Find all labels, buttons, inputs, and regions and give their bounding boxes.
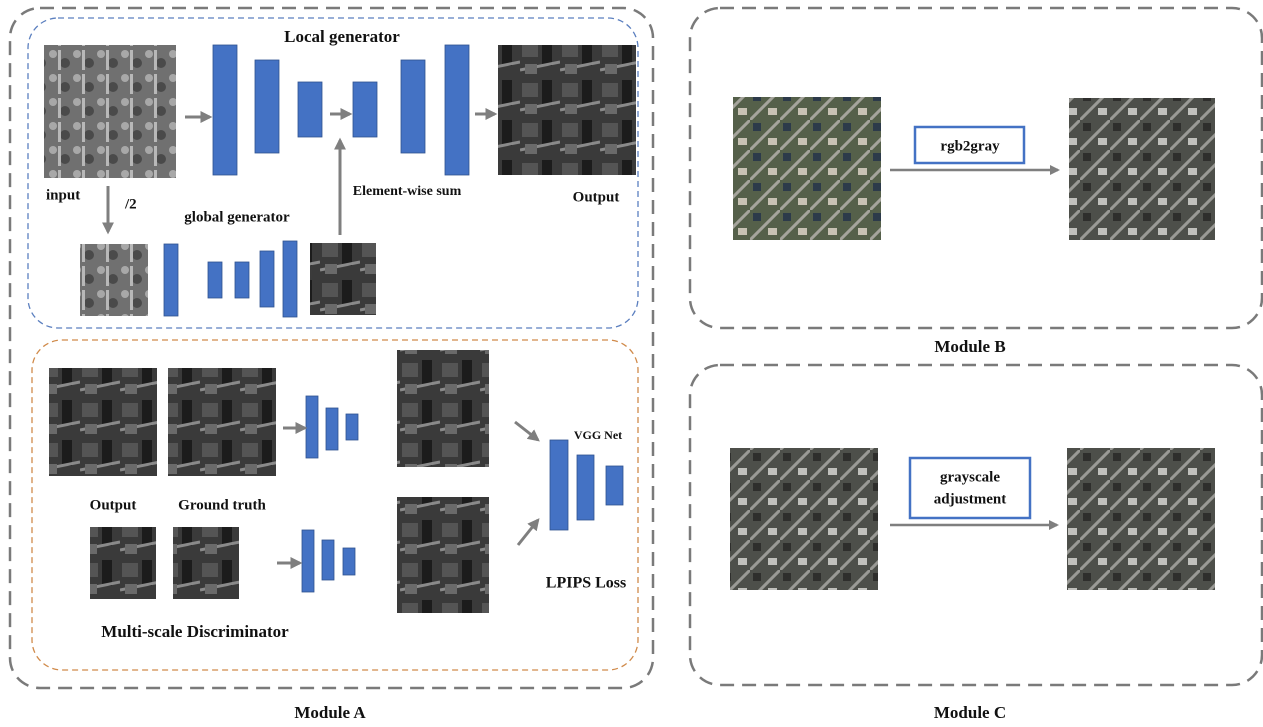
layer-block — [444, 44, 470, 176]
layer-block — [321, 539, 335, 581]
layer-block — [400, 59, 426, 154]
adjust-label-line: grayscale — [940, 469, 1000, 485]
input-label: input — [46, 187, 80, 203]
image-tile — [397, 350, 489, 467]
image-tile — [1067, 448, 1215, 590]
image-tile — [1069, 98, 1215, 240]
image-tile — [49, 368, 157, 476]
ground-truth-label: Ground truth — [178, 497, 266, 513]
vgg-label: VGG Net — [574, 428, 622, 442]
image-tile — [730, 448, 878, 590]
image-tile — [498, 45, 636, 175]
arrow — [516, 518, 540, 546]
layer-block — [207, 261, 223, 299]
layer-block — [254, 59, 280, 154]
layer-block — [345, 413, 359, 441]
image-tile — [310, 243, 376, 315]
module-b-label: Module B — [934, 337, 1005, 356]
layer-block — [282, 240, 298, 318]
layer-block — [297, 81, 323, 138]
dashed-frame — [31, 339, 639, 671]
local-generator-title: Local generator — [284, 27, 400, 46]
operation-box — [913, 125, 1026, 165]
module-a-label: Module A — [294, 703, 366, 722]
operation-box — [908, 456, 1032, 520]
dashed-frame — [688, 363, 1263, 687]
output-label: Output — [573, 189, 620, 205]
dashed-frame — [8, 6, 655, 690]
global-generator-label: global generator — [184, 209, 290, 225]
image-tile — [733, 97, 881, 240]
disc-output-label: Output — [90, 497, 137, 513]
adjust-label-line: adjustment — [934, 491, 1007, 507]
image-tile — [168, 368, 276, 476]
layer-block — [305, 395, 319, 459]
layer-block — [259, 250, 275, 308]
layer-block — [605, 465, 624, 506]
layer-block — [342, 547, 356, 576]
layer-block — [163, 243, 179, 317]
layer-block — [325, 407, 339, 451]
sum-label: Element-wise sum — [353, 184, 462, 199]
downsample-label: /2 — [124, 196, 137, 212]
image-tile — [80, 244, 148, 316]
loss-label: LPIPS Loss — [546, 575, 626, 592]
layer-block — [234, 261, 250, 299]
dashed-frame — [27, 17, 639, 329]
layer-block — [549, 439, 569, 531]
layer-block — [576, 454, 595, 521]
dashed-frame — [688, 6, 1263, 330]
module-c-label: Module C — [934, 703, 1006, 722]
layer-block — [212, 44, 238, 176]
image-tile — [44, 45, 176, 178]
image-tile — [397, 497, 489, 613]
layer-block — [352, 81, 378, 138]
image-tile — [173, 527, 239, 599]
arrow — [514, 420, 540, 442]
image-tile — [90, 527, 156, 599]
rgb2gray-label: rgb2gray — [940, 138, 1000, 154]
discriminator-label: Multi-scale Discriminator — [101, 622, 289, 641]
layer-block — [301, 529, 315, 593]
layout — [8, 6, 1263, 690]
